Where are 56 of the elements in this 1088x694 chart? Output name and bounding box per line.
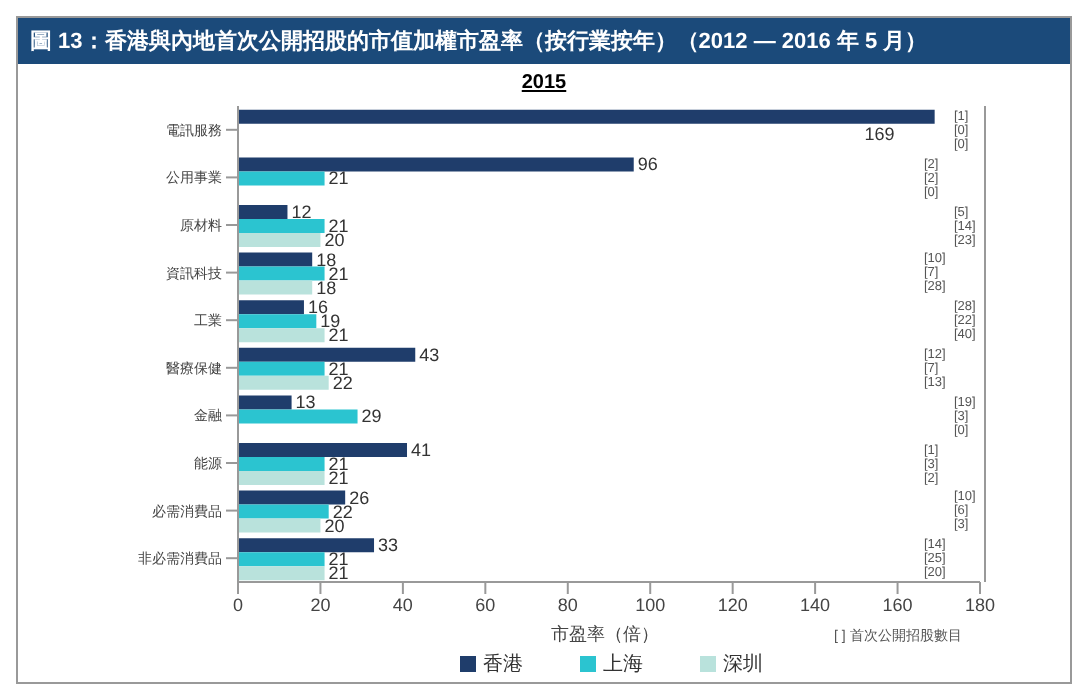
data-label: 21 — [328, 563, 349, 584]
x-tick-label: 140 — [800, 594, 831, 615]
bar — [238, 538, 375, 553]
bar — [238, 443, 408, 458]
bar — [238, 171, 325, 186]
bar — [238, 471, 325, 486]
x-tick-label: 20 — [310, 594, 331, 615]
chart-subtitle: 2015 — [519, 72, 569, 94]
bar — [238, 347, 416, 362]
bar — [238, 490, 346, 505]
data-label: 13 — [295, 392, 316, 413]
bar — [238, 552, 325, 567]
bar — [238, 233, 321, 248]
bar — [238, 457, 325, 472]
data-label: 21 — [328, 168, 349, 189]
data-label: 41 — [411, 440, 432, 461]
data-label: 43 — [419, 344, 440, 365]
data-label: 26 — [349, 487, 370, 508]
data-label: 29 — [361, 406, 382, 427]
x-tick-label: 60 — [475, 594, 496, 615]
bar — [238, 300, 304, 315]
x-tick-label: 100 — [635, 594, 666, 615]
bar — [238, 504, 329, 519]
bar — [238, 361, 325, 376]
data-label: 21 — [328, 468, 349, 489]
bar — [238, 566, 325, 581]
bar — [238, 109, 935, 124]
x-axis-title: 市盈率（倍） — [551, 622, 659, 648]
bar — [238, 409, 358, 424]
legend-label: 上海 — [601, 651, 643, 678]
data-label: 20 — [324, 230, 345, 251]
bar — [238, 205, 288, 220]
x-tick-label: 0 — [232, 594, 244, 615]
x-tick-label: 40 — [392, 594, 413, 615]
bar — [238, 157, 634, 172]
bar — [238, 219, 325, 234]
bar — [238, 266, 325, 281]
bar — [238, 328, 325, 343]
bar — [238, 518, 321, 533]
legend-label: 深圳 — [721, 651, 763, 678]
chart-title: 圖 13：香港與內地首次公開招股的市值加權市盈率（按行業按年）（2012 — 2016 年 5 月） — [18, 18, 1070, 64]
x-tick-label: 160 — [882, 594, 913, 615]
x-tick-label: 120 — [717, 594, 748, 615]
x-tick-label: 180 — [964, 594, 996, 615]
data-label: 169 — [864, 123, 895, 144]
bar — [238, 252, 313, 267]
data-label: 96 — [637, 154, 658, 175]
data-label: 33 — [378, 535, 399, 556]
legend-label: 香港 — [481, 651, 523, 678]
x-tick-label: 80 — [557, 594, 578, 615]
bar — [238, 280, 313, 295]
bar — [238, 395, 292, 410]
data-label: 21 — [328, 325, 349, 346]
data-label: 12 — [291, 202, 312, 223]
bar — [238, 314, 317, 329]
bar — [238, 375, 329, 390]
